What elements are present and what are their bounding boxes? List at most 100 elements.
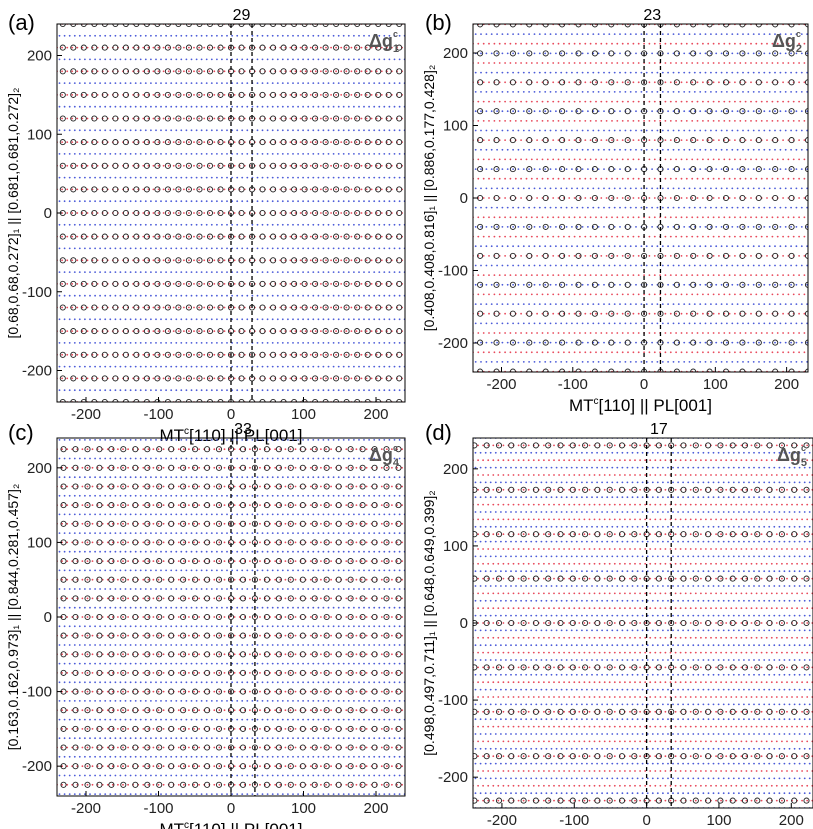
lattice-point — [477, 158, 480, 161]
lattice-point — [61, 306, 63, 309]
lattice-point — [790, 283, 792, 286]
lattice-point — [648, 274, 651, 276]
lattice-point — [360, 259, 363, 262]
lattice-point — [162, 259, 165, 262]
lattice-point — [218, 188, 221, 191]
lattice-point — [552, 139, 555, 142]
lattice-point — [707, 158, 710, 161]
lattice-point — [803, 351, 806, 354]
coincidence-site — [364, 115, 371, 122]
lattice-point — [517, 187, 520, 190]
lattice-point — [370, 235, 373, 238]
y-axis-label: [0.68,0.68,0.272]₁ || [0.681,0.681,0.272… — [5, 88, 21, 339]
lattice-point — [677, 129, 680, 132]
lattice-point — [504, 312, 506, 315]
coincidence-site — [624, 310, 631, 317]
lattice-point — [223, 235, 226, 238]
lattice-point — [768, 361, 771, 363]
lattice-point — [782, 158, 784, 161]
coincidence-site — [493, 137, 500, 144]
lattice-point — [776, 274, 779, 276]
lattice-point — [565, 361, 568, 363]
lattice-point — [779, 283, 782, 286]
lattice-point — [281, 342, 284, 344]
lattice-point — [637, 351, 640, 354]
lattice-point — [94, 200, 96, 203]
lattice-point — [314, 141, 317, 144]
lattice-point — [233, 283, 236, 285]
lattice-point — [271, 34, 274, 37]
lattice-point — [236, 389, 239, 392]
lattice-point — [504, 332, 506, 334]
lattice-point — [560, 264, 563, 267]
coincidence-site — [112, 375, 119, 382]
lattice-point — [205, 105, 208, 108]
lattice-point — [380, 306, 383, 309]
lattice-point — [728, 100, 731, 103]
lattice-point — [669, 312, 672, 315]
lattice-point — [640, 129, 643, 132]
lattice-point — [488, 158, 490, 161]
lattice-point — [707, 312, 710, 315]
lattice-point — [312, 223, 315, 226]
lattice-point — [691, 139, 694, 142]
coincidence-site — [301, 68, 308, 75]
coincidence-site — [804, 108, 808, 115]
lattice-point — [172, 141, 175, 144]
lattice-point — [170, 247, 173, 250]
lattice-point — [373, 176, 376, 179]
lattice-point — [383, 342, 386, 344]
lattice-point — [760, 235, 763, 238]
lattice-point — [621, 235, 624, 238]
coincidence-site — [101, 257, 108, 264]
lattice-point — [704, 264, 707, 267]
coincidence-site — [312, 209, 319, 217]
coincidence-site — [375, 24, 382, 28]
lattice-point — [304, 353, 307, 356]
lattice-point — [332, 271, 335, 273]
coincidence-site — [196, 162, 203, 169]
lattice-point — [480, 322, 482, 325]
lattice-point — [480, 91, 482, 93]
lattice-point — [155, 342, 157, 344]
lattice-point — [517, 129, 520, 132]
lattice-point — [378, 365, 381, 368]
lattice-point — [573, 274, 576, 276]
coincidence-site — [112, 91, 119, 98]
lattice-point — [195, 247, 198, 250]
lattice-point — [157, 259, 160, 262]
lattice-point — [157, 353, 160, 356]
coincidence-site — [301, 162, 308, 169]
coincidence-site — [312, 115, 319, 122]
lattice-point — [627, 255, 629, 257]
lattice-point — [645, 303, 648, 305]
lattice-point — [683, 303, 686, 305]
lattice-point — [160, 176, 162, 179]
lattice-point — [320, 377, 322, 380]
lattice-point — [61, 259, 63, 262]
lattice-point — [474, 283, 477, 286]
lattice-point — [702, 351, 704, 354]
lattice-point — [368, 153, 370, 155]
lattice-point — [509, 177, 512, 180]
lattice-point — [271, 200, 274, 203]
lattice-point — [203, 235, 206, 238]
lattice-point — [747, 361, 750, 363]
lattice-point — [287, 223, 289, 226]
lattice-point — [304, 141, 307, 144]
lattice-point — [653, 293, 656, 296]
lattice-point — [565, 322, 568, 325]
lattice-point — [571, 91, 573, 93]
lattice-point — [94, 176, 96, 179]
lattice-point — [76, 164, 79, 167]
lattice-point — [363, 153, 365, 155]
lattice-point — [167, 94, 170, 96]
lattice-point — [188, 94, 190, 96]
lattice-point — [89, 129, 91, 132]
lattice-point — [190, 176, 193, 179]
lattice-point — [114, 58, 117, 61]
lattice-point — [223, 283, 226, 285]
coincidence-site — [788, 166, 795, 173]
lattice-point — [147, 164, 150, 167]
lattice-point — [347, 129, 350, 132]
